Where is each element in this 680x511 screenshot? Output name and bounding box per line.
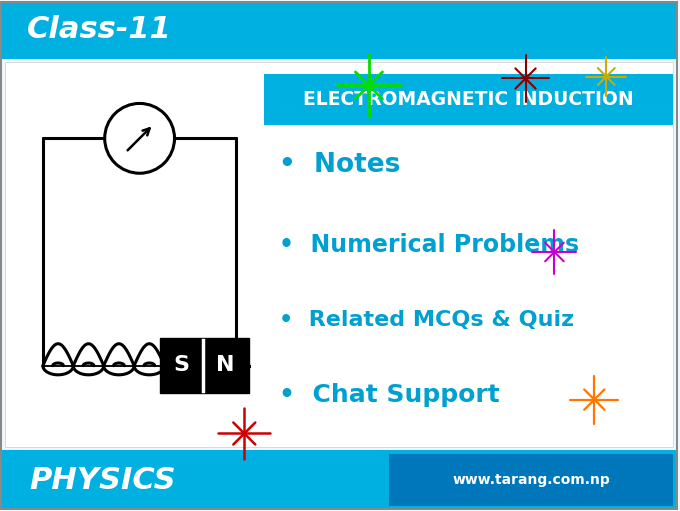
Text: www.tarang.com.np: www.tarang.com.np bbox=[452, 473, 610, 487]
Text: N: N bbox=[216, 355, 235, 375]
Text: PHYSICS: PHYSICS bbox=[29, 466, 175, 495]
Polygon shape bbox=[5, 458, 222, 502]
Text: ELECTROMAGNETIC INDUCTION: ELECTROMAGNETIC INDUCTION bbox=[303, 90, 634, 109]
Text: •  Related MCQs & Quiz: • Related MCQs & Quiz bbox=[279, 310, 575, 330]
Bar bbox=[0, 1, 678, 59]
Text: S: S bbox=[173, 355, 189, 375]
Bar bbox=[389, 454, 673, 506]
Text: •  Chat Support: • Chat Support bbox=[279, 383, 500, 407]
Text: Class-11: Class-11 bbox=[27, 15, 172, 44]
Bar bbox=[5, 61, 673, 448]
Text: •  Notes: • Notes bbox=[279, 152, 401, 178]
Circle shape bbox=[105, 103, 175, 173]
Bar bbox=[265, 74, 673, 125]
Text: •  Numerical Problems: • Numerical Problems bbox=[279, 233, 579, 257]
Bar bbox=[5, 6, 194, 54]
Bar bbox=[0, 451, 678, 510]
Bar bbox=[160, 338, 250, 392]
